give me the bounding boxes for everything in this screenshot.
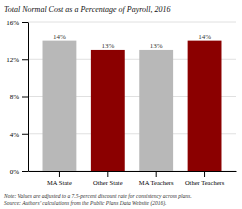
y-tick-mark xyxy=(22,134,28,135)
title: Total Normal Cost as a Percentage of Pay… xyxy=(4,5,170,14)
x-axis: MA State Other State MA Teachers Other Teac… xyxy=(29,171,237,186)
x-tick-label: MA State xyxy=(47,179,72,186)
data-label: 14% xyxy=(198,33,211,41)
x-tick-mark xyxy=(107,171,108,177)
grid xyxy=(28,22,236,171)
y-tick-label: 8% xyxy=(10,93,20,101)
y-tick-mark xyxy=(22,59,28,60)
bar xyxy=(139,50,173,171)
x-tick: Other Teachers xyxy=(185,171,225,186)
x-tick-mark xyxy=(204,171,205,177)
x-tick-mark xyxy=(156,171,157,177)
note: Note: Values are adjusted to a 7.5-perce… xyxy=(3,193,192,199)
data-label: 13% xyxy=(150,42,163,50)
x-tick: Other State xyxy=(93,171,123,186)
note: Source: Authors’ calculations from the P… xyxy=(4,200,166,207)
y-tick: 0% xyxy=(10,168,28,176)
y-tick-mark xyxy=(22,97,28,98)
y-tick-label: 16% xyxy=(6,19,19,27)
x-tick-label: MA Teachers xyxy=(139,179,174,186)
y-tick-label: 4% xyxy=(10,130,20,138)
y-tick-label: 0% xyxy=(10,168,20,176)
y-axis: 0% 4% 8% 12% 16% xyxy=(6,19,28,176)
data-labels: 14% 13% 13% 14% xyxy=(53,33,211,50)
y-axis-line xyxy=(28,23,29,172)
x-tick: MA State xyxy=(47,171,72,186)
bars xyxy=(43,41,222,171)
y-tick: 16% xyxy=(6,19,28,27)
data-label: 14% xyxy=(53,33,66,41)
chart: 0% 4% 8% 12% 16% MA State Other State MA Teache… xyxy=(0,0,242,209)
x-tick-mark xyxy=(59,171,60,177)
y-tick: 8% xyxy=(10,93,28,101)
y-tick: 12% xyxy=(6,56,28,64)
y-tick: 4% xyxy=(10,130,28,138)
bar xyxy=(43,41,77,171)
y-tick-label: 12% xyxy=(6,56,19,64)
grid-line xyxy=(28,22,236,23)
plot: 0% 4% 8% 12% 16% MA State Other State MA Teache… xyxy=(6,19,236,186)
data-label: 13% xyxy=(101,42,114,50)
y-tick-mark xyxy=(22,22,28,23)
x-tick-label: Other Teachers xyxy=(185,179,225,186)
bar xyxy=(91,50,125,171)
bar xyxy=(188,41,222,171)
x-tick: MA Teachers xyxy=(139,171,174,186)
x-tick-label: Other State xyxy=(93,179,123,186)
y-tick-mark xyxy=(22,171,28,172)
